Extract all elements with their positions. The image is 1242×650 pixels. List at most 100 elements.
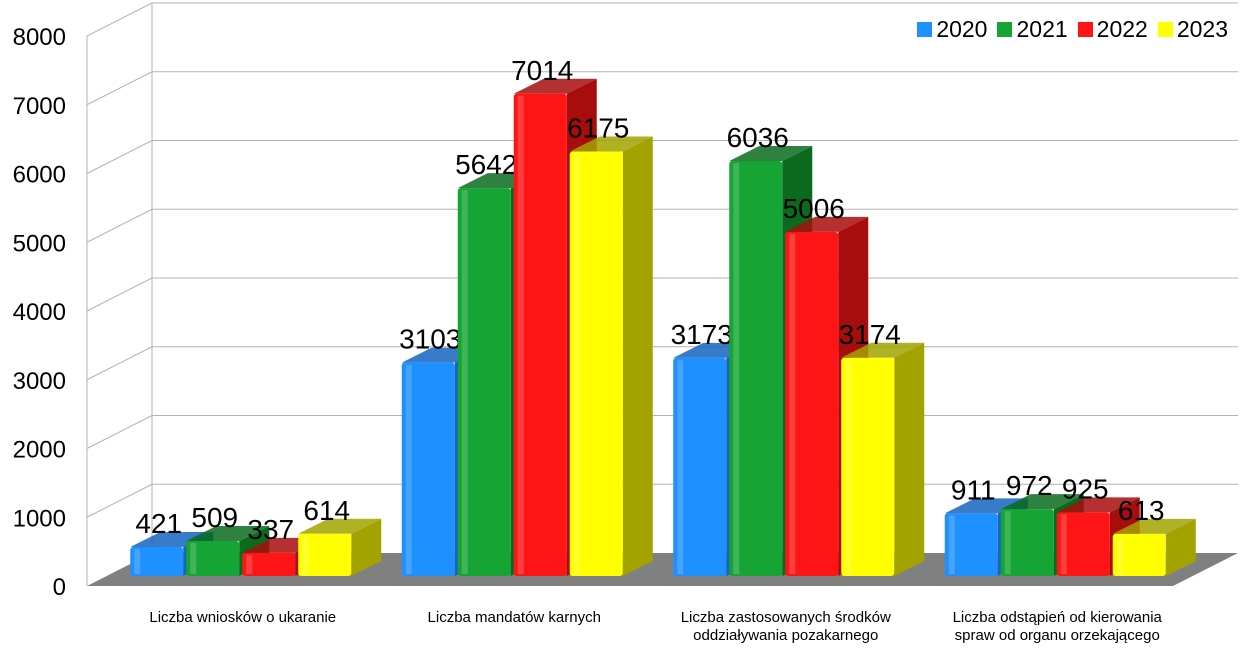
data-label-2022-3: 925: [1062, 473, 1109, 504]
bar-highlight-2021-3: [1004, 511, 1011, 574]
grid-diagonal-8000: [86, 2, 153, 37]
legend-label-2022: 2022: [1096, 16, 1148, 42]
bar-highlight-2020-0: [134, 549, 141, 574]
category-label: Liczba odstąpień od kierowania: [953, 609, 1163, 626]
bar-2020-3: [944, 513, 998, 576]
y-tick-label: 8000: [13, 24, 66, 51]
bar-highlight-2022-1: [517, 95, 524, 574]
y-tick-label: 7000: [13, 93, 66, 120]
bar-top-2020-0: [130, 532, 214, 548]
bar-side-2023-1: [622, 136, 653, 576]
y-tick-label: 2000: [13, 437, 66, 464]
grid-diagonal-1000: [86, 483, 153, 518]
bar-highlight-2023-2: [845, 359, 852, 574]
bar-top-2023-1: [569, 136, 653, 152]
bar-2023-2: [841, 357, 895, 576]
category-label: Liczba zastosowanych środków: [681, 609, 891, 626]
bar-top-2020-3: [944, 498, 1028, 514]
bar-2022-2: [785, 231, 839, 576]
bar-top-2021-2: [729, 146, 813, 162]
bar-2023-1: [569, 151, 623, 576]
data-label-2020-2: 3173: [671, 319, 733, 350]
y-tick-label: 6000: [13, 162, 66, 189]
bar-side-2023-2: [894, 342, 925, 576]
bar-highlight-2023-1: [573, 153, 580, 574]
bar-side-2023-0: [351, 518, 382, 576]
bar-2021-3: [1000, 509, 1054, 576]
grid-diagonal-4000: [86, 277, 153, 312]
legend-item-2021: 2021: [997, 16, 1068, 43]
bar-2022-3: [1056, 512, 1110, 576]
legend-swatch-2023: [1157, 22, 1173, 37]
bar-highlight-2022-2: [789, 233, 796, 574]
legend-swatch-2021: [997, 22, 1013, 37]
bar-2020-0: [130, 547, 184, 576]
data-label-2023-2: 3174: [839, 319, 901, 350]
legend-item-2023: 2023: [1157, 16, 1228, 43]
legend-item-2022: 2022: [1077, 16, 1148, 43]
bar-top-2022-2: [785, 216, 869, 232]
legend-label-2023: 2023: [1176, 16, 1228, 42]
bar-2020-2: [673, 357, 727, 576]
data-label-2021-2: 6036: [727, 122, 789, 153]
legend-label-2021: 2021: [1016, 16, 1068, 42]
bar-highlight-2023-0: [302, 535, 309, 574]
category-label: oddziaływania pozakarnego: [693, 627, 878, 644]
legend-item-2020: 2020: [917, 16, 987, 43]
bar-highlight-2020-3: [948, 515, 955, 574]
bar-highlight-2021-1: [461, 190, 468, 575]
legend-swatch-2022: [1077, 22, 1093, 37]
bar-highlight-2022-3: [1060, 514, 1067, 574]
bar-top-2022-1: [513, 78, 597, 94]
bar-side-2023-3: [1165, 518, 1196, 576]
bar-2022-0: [242, 552, 296, 576]
bar-2022-1: [513, 93, 567, 576]
bar-2020-1: [401, 362, 455, 576]
data-label-2021-3: 972: [1006, 470, 1053, 501]
grid-diagonal-7000: [86, 71, 153, 106]
data-label-2023-0: 614: [303, 495, 350, 526]
bar-2021-2: [729, 161, 783, 576]
bar-top-2021-0: [186, 526, 270, 542]
data-label-2020-0: 421: [135, 508, 182, 539]
legend-label-2020: 2020: [936, 16, 988, 42]
bar-highlight-2020-2: [677, 359, 684, 574]
bar-highlight-2021-2: [733, 163, 740, 574]
bar-top-2023-2: [841, 342, 925, 358]
bar-2021-0: [186, 541, 240, 576]
bar-highlight-2023-3: [1116, 535, 1123, 574]
bar-top-2021-3: [1000, 494, 1084, 510]
y-tick-label: 5000: [13, 230, 66, 257]
bar-2021-1: [457, 188, 511, 577]
bar-top-2023-0: [298, 518, 382, 534]
bar-2023-3: [1112, 533, 1166, 576]
data-label-2022-0: 337: [247, 514, 294, 545]
bar-highlight-2020-1: [405, 364, 412, 574]
data-label-2023-1: 6175: [567, 112, 629, 143]
data-label-2022-1: 7014: [511, 55, 573, 86]
data-label-2020-3: 911: [951, 474, 996, 505]
data-label-2021-0: 509: [191, 502, 238, 533]
y-tick-label: 4000: [13, 299, 66, 326]
legend: 2020 2021 2022 2023: [917, 16, 1228, 43]
category-label: Liczba mandatów karnych: [428, 609, 601, 626]
grid-diagonal-6000: [86, 140, 153, 174]
data-label-2022-2: 5006: [783, 193, 845, 224]
grid-diagonal-3000: [86, 346, 153, 381]
y-tick-label: 0: [53, 574, 66, 601]
category-label: Liczba wniosków o ukaranie: [149, 609, 336, 626]
legend-swatch-2020: [917, 22, 933, 37]
data-label-2021-1: 5642: [455, 149, 517, 180]
data-label-2023-3: 613: [1118, 495, 1165, 526]
bar-highlight-2022-0: [246, 554, 253, 574]
bar-top-2023-3: [1112, 518, 1196, 534]
grid-diagonal-2000: [86, 415, 153, 449]
y-tick-label: 3000: [13, 368, 66, 395]
bar-2023-0: [298, 533, 352, 576]
bar-highlight-2021-0: [190, 543, 197, 574]
category-label: spraw od organu orzekającego: [955, 627, 1160, 644]
y-tick-label: 1000: [13, 505, 66, 532]
data-label-2020-1: 3103: [399, 324, 461, 355]
